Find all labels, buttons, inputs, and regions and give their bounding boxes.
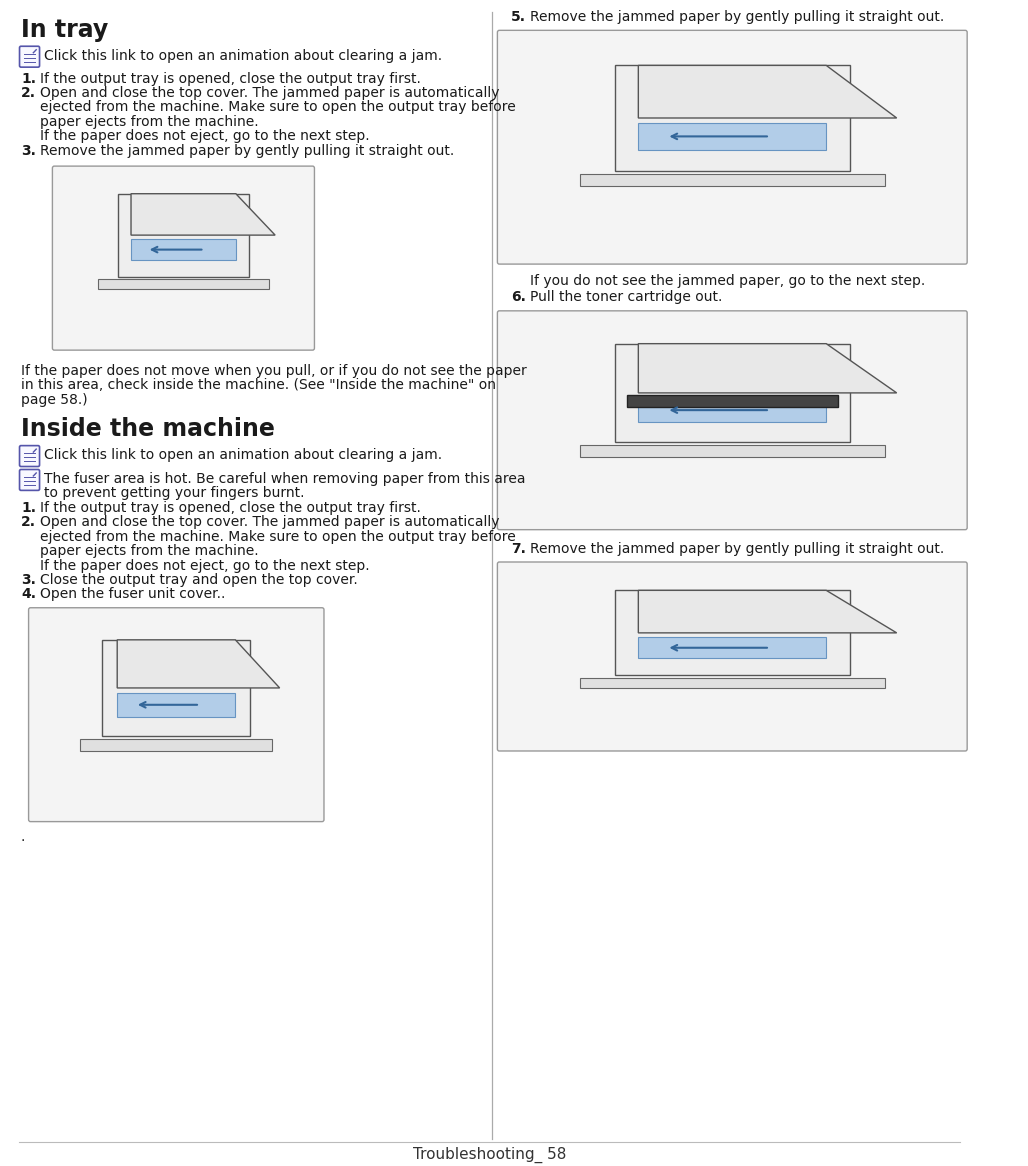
Text: 1.: 1. [21,501,36,515]
Text: ejected from the machine. Make sure to open the output tray before: ejected from the machine. Make sure to o… [40,529,516,543]
Bar [103,640,250,736]
Text: If the paper does not eject, go to the next step.: If the paper does not eject, go to the n… [40,129,370,143]
Bar [638,124,827,149]
Bar [638,637,827,659]
Bar [131,239,235,260]
Text: Close the output tray and open the top cover.: Close the output tray and open the top c… [40,573,358,586]
Text: 7.: 7. [511,542,525,556]
Text: If the paper does not move when you pull, or if you do not see the paper: If the paper does not move when you pull… [21,364,526,378]
Text: Click this link to open an animation about clearing a jam.: Click this link to open an animation abo… [44,448,442,462]
Text: Inside the machine: Inside the machine [21,417,274,441]
Text: 1.: 1. [21,71,36,85]
Text: The fuser area is hot. Be careful when removing paper from this area: The fuser area is hot. Be careful when r… [44,472,525,486]
FancyBboxPatch shape [20,445,39,466]
Text: 2.: 2. [21,515,36,529]
Bar [615,65,850,170]
Text: Remove the jammed paper by gently pulling it straight out.: Remove the jammed paper by gently pullin… [40,143,454,157]
Text: Open and close the top cover. The jammed paper is automatically: Open and close the top cover. The jammed… [40,515,500,529]
Text: page 58.): page 58.) [21,393,87,407]
Bar [580,677,885,688]
Text: 4.: 4. [21,588,36,602]
Polygon shape [638,590,896,633]
Bar [118,194,249,276]
Text: in this area, check inside the machine. (See "Inside the machine" on: in this area, check inside the machine. … [21,379,495,393]
Text: Remove the jammed paper by gently pulling it straight out.: Remove the jammed paper by gently pullin… [529,10,944,24]
Text: Remove the jammed paper by gently pulling it straight out.: Remove the jammed paper by gently pullin… [529,542,944,556]
FancyBboxPatch shape [20,470,39,491]
Polygon shape [131,194,276,236]
Text: 6.: 6. [511,290,525,304]
Text: paper ejects from the machine.: paper ejects from the machine. [40,115,259,129]
Polygon shape [638,65,896,118]
FancyBboxPatch shape [29,607,324,822]
Text: If you do not see the jammed paper, go to the next step.: If you do not see the jammed paper, go t… [529,274,925,288]
Bar [615,344,850,442]
Bar [580,445,885,457]
FancyBboxPatch shape [498,562,967,751]
Text: Troubleshooting_ 58: Troubleshooting_ 58 [413,1147,566,1163]
Bar [580,174,885,187]
Text: Open and close the top cover. The jammed paper is automatically: Open and close the top cover. The jammed… [40,86,500,100]
Text: Open the fuser unit cover..: Open the fuser unit cover.. [40,588,225,602]
Text: 5.: 5. [511,10,525,24]
FancyBboxPatch shape [498,311,967,529]
Bar [638,398,827,422]
FancyBboxPatch shape [20,47,39,68]
Text: 3.: 3. [21,573,36,586]
Polygon shape [638,344,896,393]
Text: ejected from the machine. Make sure to open the output tray before: ejected from the machine. Make sure to o… [40,100,516,114]
Bar [99,279,268,289]
Text: If the paper does not eject, go to the next step.: If the paper does not eject, go to the n… [40,559,370,573]
Bar [627,395,838,407]
Bar [117,693,235,717]
Bar [615,590,850,675]
Text: paper ejects from the machine.: paper ejects from the machine. [40,545,259,559]
FancyBboxPatch shape [498,30,967,264]
Bar [80,739,272,751]
Text: to prevent getting your fingers burnt.: to prevent getting your fingers burnt. [44,486,304,500]
Polygon shape [117,640,280,688]
FancyBboxPatch shape [52,166,315,350]
Text: .: . [21,829,26,843]
Text: If the output tray is opened, close the output tray first.: If the output tray is opened, close the … [40,71,420,85]
Text: In tray: In tray [21,17,108,42]
Text: Click this link to open an animation about clearing a jam.: Click this link to open an animation abo… [44,49,442,63]
Text: If the output tray is opened, close the output tray first.: If the output tray is opened, close the … [40,501,420,515]
Text: 3.: 3. [21,143,36,157]
Text: 2.: 2. [21,86,36,100]
Text: Pull the toner cartridge out.: Pull the toner cartridge out. [529,290,723,304]
